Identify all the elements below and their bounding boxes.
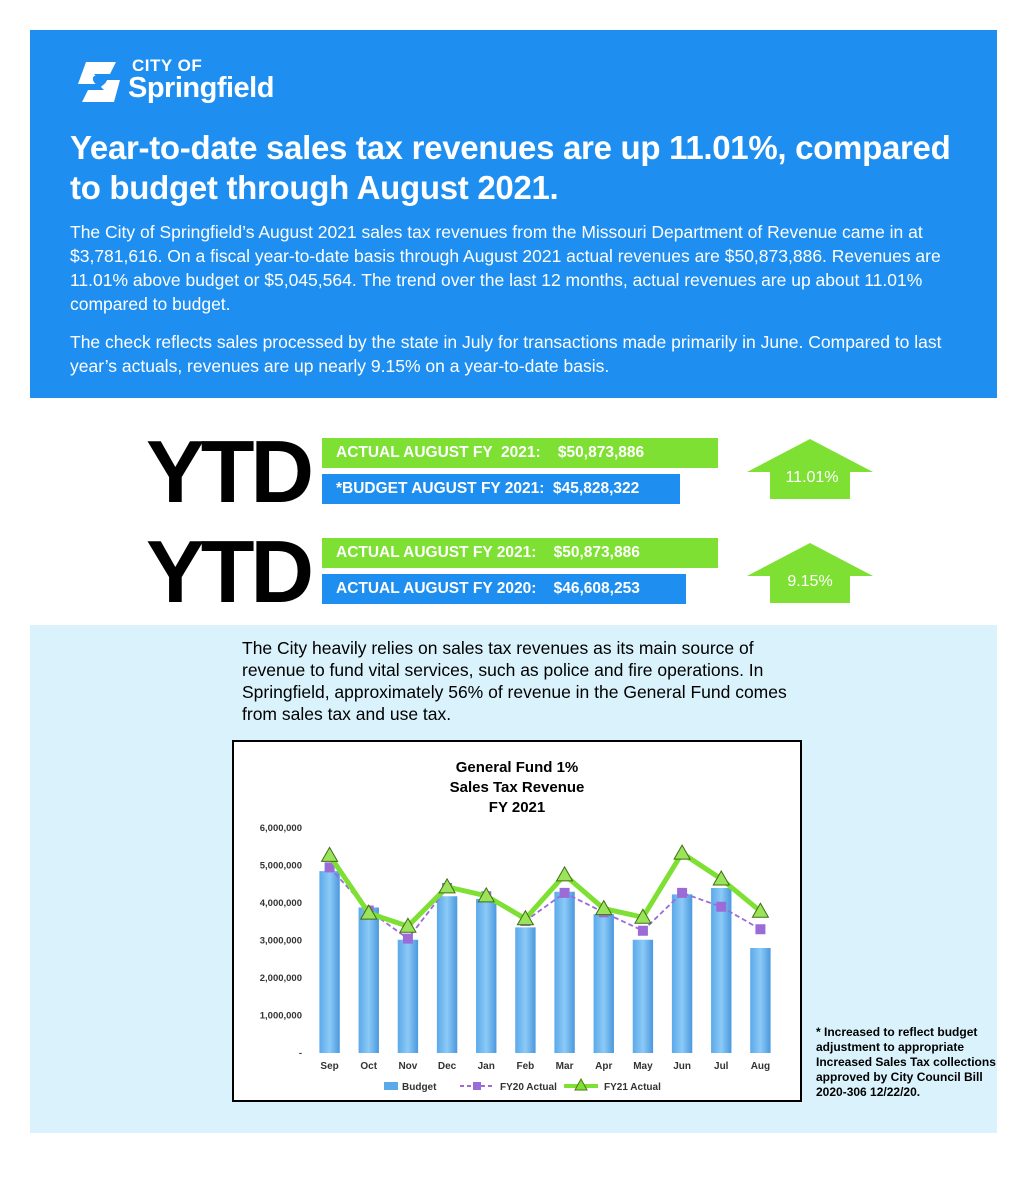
chart-title-line-1: General Fund 1% <box>456 759 579 776</box>
legend-fy20-marker <box>473 1082 481 1090</box>
x-tick-label: May <box>633 1061 653 1072</box>
fy20-actual-point <box>637 925 648 936</box>
fy20-actual-point <box>559 887 570 898</box>
x-tick-label: Oct <box>360 1061 377 1072</box>
y-tick-label: 3,000,000 <box>260 936 302 947</box>
fy21-actual-point <box>634 908 652 924</box>
logo-city-of: CITY OF <box>132 56 203 75</box>
fy21-actual-point <box>399 917 417 933</box>
budget-bar <box>593 914 614 1053</box>
legend-budget-swatch <box>384 1082 398 1090</box>
actual-fy2021-bar-2: ACTUAL AUGUST FY 2021: $50,873,886 <box>322 538 718 568</box>
fy21-actual-line <box>327 850 763 929</box>
page-headline: Year-to-date sales tax revenues are up 1… <box>70 129 951 206</box>
legend-fy21-label: FY21 Actual <box>604 1082 661 1093</box>
chart-title-line-2: Sales Tax Revenue <box>450 779 585 796</box>
header-banner: CITY OF Springfield Year-to-date sales t… <box>30 30 997 398</box>
budget-bar <box>750 948 771 1053</box>
actual-fy2020-bar: ACTUAL AUGUST FY 2020: $46,608,253 <box>322 574 686 604</box>
fy20-actual-point <box>716 901 727 912</box>
budget-fy2021-bar: *BUDGET AUGUST FY 2021: $45,828,322 <box>322 474 680 504</box>
y-tick-label: 6,000,000 <box>260 823 302 834</box>
y-tick-label: 5,000,000 <box>260 861 302 872</box>
fy20-actual-point <box>677 887 688 898</box>
budget-bar <box>319 871 340 1053</box>
x-tick-label: Jul <box>714 1061 729 1072</box>
fy21-actual-point <box>516 909 535 926</box>
budget-bar <box>436 896 458 1053</box>
chart-title-line-3: FY 2021 <box>489 799 545 816</box>
x-tick-label: Mar <box>556 1061 574 1072</box>
legend-fy21-marker <box>574 1077 588 1091</box>
fy21-actual-point <box>477 886 496 903</box>
budget-bar <box>671 894 693 1053</box>
budget-bar <box>397 939 419 1053</box>
budget-change-value: 11.01% <box>785 469 838 486</box>
y-tick-label: 2,000,000 <box>260 973 302 984</box>
fy21-actual-point <box>673 844 691 860</box>
sales-tax-chart: General Fund 1% Sales Tax Revenue FY 202… <box>232 740 802 1102</box>
y-tick-label: 1,000,000 <box>260 1011 302 1022</box>
x-tick-label: Jun <box>673 1061 691 1072</box>
budget-bar <box>476 898 497 1053</box>
y-tick-label: - <box>299 1048 302 1059</box>
fy21-actual-point <box>359 904 378 920</box>
fy21-actual-point <box>594 899 613 916</box>
x-tick-label: Feb <box>517 1061 535 1072</box>
fy21-actual-point <box>438 877 456 894</box>
fy20-actual-point <box>755 924 766 935</box>
legend-budget-label: Budget <box>402 1082 437 1093</box>
ytd-label-prior-year: YTD <box>146 522 314 621</box>
budget-bar <box>515 927 536 1053</box>
budget-bar <box>632 939 654 1053</box>
x-tick-label: Jan <box>478 1061 495 1072</box>
budget-bar <box>711 888 732 1053</box>
x-tick-label: Aug <box>751 1061 770 1072</box>
chart-legend: Budget FY20 Actual FY21 Actual <box>384 1077 661 1093</box>
budget-footnote: * Increased to reflect budget adjustment… <box>816 1025 996 1099</box>
x-tick-label: Apr <box>595 1061 612 1072</box>
x-tick-label: Dec <box>438 1061 457 1072</box>
legend-fy20-label: FY20 Actual <box>500 1082 557 1093</box>
fy21-actual-point <box>751 902 770 918</box>
x-tick-label: Sep <box>320 1061 338 1072</box>
logo-springfield: Springfield <box>128 72 274 104</box>
intro-text: The City heavily relies on sales tax rev… <box>242 638 787 724</box>
y-tick-label: 4,000,000 <box>260 898 302 909</box>
springfield-s-logo-icon <box>78 62 120 102</box>
actual-fy2021-bar: ACTUAL AUGUST FY 2021: $50,873,886 <box>322 438 718 468</box>
budget-bar <box>554 891 575 1053</box>
city-logo[interactable]: CITY OF Springfield <box>76 52 296 110</box>
fy21-actual-point <box>555 865 574 882</box>
prior-year-change-value: 9.15% <box>787 573 832 590</box>
fy21-actual-point <box>712 869 731 886</box>
info-panel: The City heavily relies on sales tax rev… <box>30 625 997 1133</box>
summary-paragraph: The City of Springfield’s August 2021 sa… <box>70 222 941 314</box>
fy21-actual-point <box>320 846 339 862</box>
fy20-actual-point <box>402 933 413 944</box>
ytd-label-budget: YTD <box>146 422 314 521</box>
up-arrow-icon: 11.01% <box>747 439 873 499</box>
fy20-actual-point <box>324 862 335 873</box>
fy20-actual-line <box>328 866 761 940</box>
context-paragraph: The check reflects sales processed by th… <box>70 332 942 376</box>
x-tick-label: Nov <box>398 1061 417 1072</box>
budget-bar <box>358 907 379 1053</box>
chart-svg: General Fund 1% Sales Tax Revenue FY 202… <box>260 759 771 1093</box>
up-arrow-icon: 9.15% <box>747 543 873 603</box>
